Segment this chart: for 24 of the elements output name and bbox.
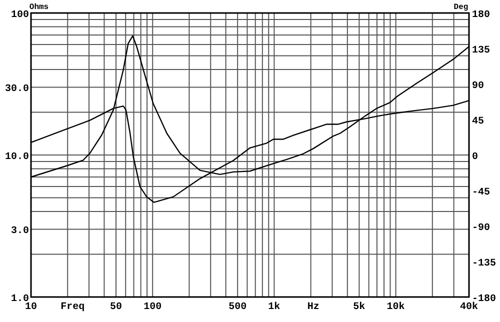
y-tick-label: 10.0 (4, 152, 29, 163)
x-axis-title: Freq (60, 302, 85, 313)
x-tick-label: 100 (144, 302, 162, 313)
y-tick-label: 100 (10, 10, 29, 21)
x-tick-label: 10 (24, 302, 38, 313)
y2-tick-label: -135 (472, 258, 496, 270)
x-tick-label: 10k (386, 301, 405, 313)
y2-tick-label: 180 (472, 10, 490, 21)
x-tick-label: 1k (268, 301, 280, 313)
y2-tick-label: 135 (472, 46, 490, 56)
x-tick-label: 40k (460, 301, 478, 313)
text: Hz (307, 302, 320, 313)
y2-tick-label: 90 (472, 81, 484, 92)
y-tick-label: 3.0 (10, 226, 29, 238)
y2-tick-label: 45 (472, 116, 484, 128)
x-tick-label: 50 (110, 302, 122, 313)
y-axis-title: Ohms (29, 3, 49, 12)
x-tick-label: 500 (228, 302, 247, 313)
y2-axis-title: Deg (454, 3, 468, 12)
y-tick-label: 30.0 (4, 84, 29, 96)
y2-tick-label: 0 (472, 152, 478, 163)
x-tick-label: 5k (353, 301, 366, 313)
y2-tick-label: -90 (472, 223, 490, 234)
y2-tick-label: -45 (472, 188, 490, 198)
